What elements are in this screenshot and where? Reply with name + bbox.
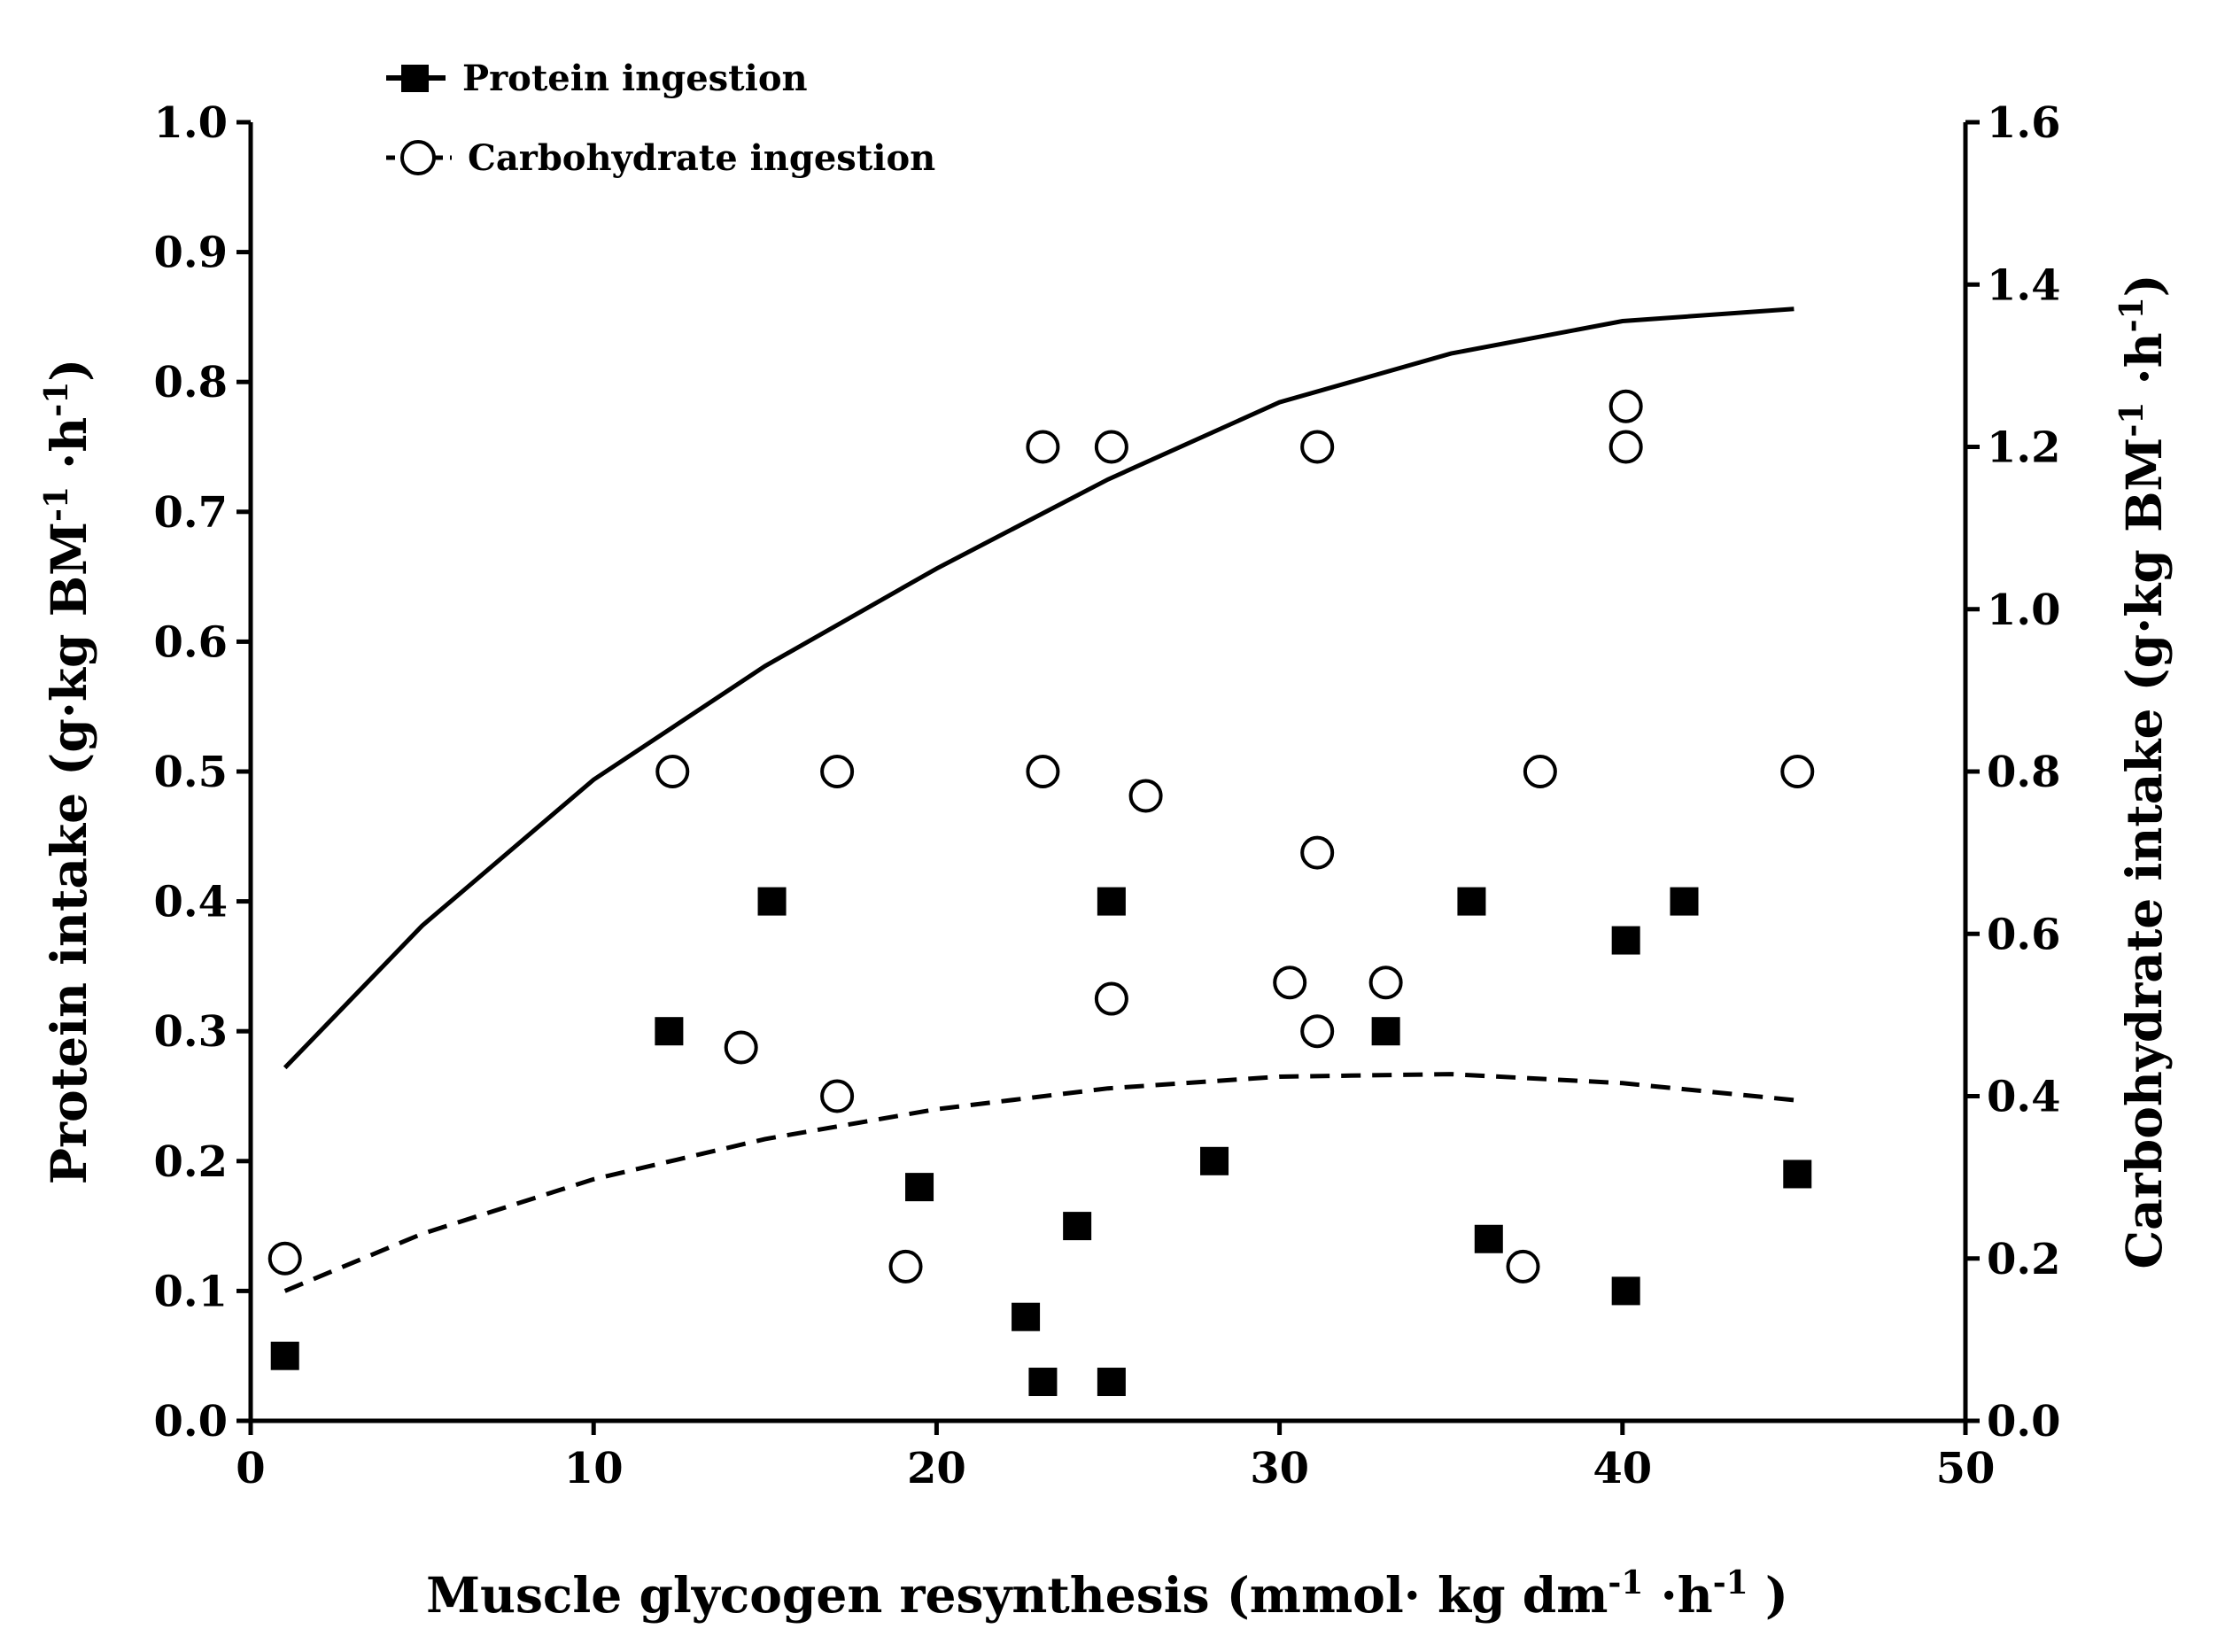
carbohydrate-point-11 <box>1273 966 1307 1000</box>
x-axis-title: Muscle glycogen resynthesis (mmol· kg dm… <box>426 1564 1788 1624</box>
x-tick-label-0: 0 <box>236 1444 265 1493</box>
right-y-tick-label-7: 1.4 <box>1987 260 2061 310</box>
carbohydrate-fit-line <box>283 306 1795 1070</box>
left-y-tick-label-8: 0.8 <box>153 358 228 407</box>
x-axis-title-main: Muscle glycogen resynthesis (mmol· kg dm <box>426 1566 1608 1624</box>
right-y-tick-label-3: 0.6 <box>1987 910 2061 959</box>
legend-carb-marker <box>400 140 436 175</box>
right-y-tick-label-0: 0.0 <box>1987 1397 2061 1446</box>
protein-point-13 <box>1611 926 1640 955</box>
protein-point-3 <box>905 1173 934 1202</box>
fit-lines <box>283 306 1795 1293</box>
carbohydrate-point-20 <box>1780 755 1815 788</box>
x-axis-title-mid: ·h <box>1643 1566 1712 1624</box>
left-y-tick-label-3: 0.3 <box>153 1007 228 1057</box>
right-y-axis-title-mid: ·h <box>2115 332 2173 401</box>
protein-point-7 <box>1097 1368 1126 1397</box>
legend-protein-marker <box>401 65 429 92</box>
carbohydrate-point-4 <box>820 1079 855 1113</box>
right-y-axis-title-main: Carbohydrate intake (g·kg BM <box>2115 438 2173 1269</box>
x-tick-label-5: 50 <box>1936 1444 1996 1493</box>
legend-carb-label: Carbohydrate ingestion <box>468 137 935 179</box>
protein-point-10 <box>1371 1017 1400 1046</box>
left-y-tick-label-1: 0.1 <box>153 1267 228 1316</box>
left-y-tick-label-0: 0.0 <box>153 1397 228 1446</box>
carbohydrate-point-6 <box>1026 430 1060 464</box>
right-y-axis-title: Carbohydrate intake (g·kg BM-1 ·h-1) <box>2113 274 2173 1268</box>
protein-point-9 <box>1200 1146 1229 1175</box>
legend: Protein ingestion Carbohydrate ingestion <box>386 58 935 179</box>
protein-fit-line <box>283 1072 1795 1293</box>
carbohydrate-point-18 <box>1608 389 1643 423</box>
protein-point-1 <box>655 1017 684 1046</box>
x-tick-label-1: 10 <box>564 1444 624 1493</box>
protein-point-14 <box>1611 1276 1640 1306</box>
left-y-tick-label-9: 0.9 <box>153 229 228 278</box>
right-y-axis-title-sup1: -1 <box>2113 402 2151 438</box>
protein-point-11 <box>1457 887 1486 916</box>
left-y-tick-label-5: 0.5 <box>153 748 228 797</box>
left-y-axis-title-main: Protein intake (g·kg BM <box>40 522 97 1184</box>
right-y-tick-label-2: 0.4 <box>1987 1073 2061 1122</box>
carbohydrate-point-0 <box>267 1241 302 1276</box>
carbohydrate-point-14 <box>1300 1014 1335 1049</box>
carbohydrate-point-7 <box>1026 755 1060 788</box>
right-y-tick-label-6: 1.2 <box>1987 423 2061 473</box>
x-axis-title-sup1: -1 <box>1608 1564 1643 1602</box>
x-tick-label-3: 30 <box>1250 1444 1309 1493</box>
carbohydrate-point-12 <box>1300 430 1335 464</box>
carbohydrate-point-8 <box>1094 430 1128 464</box>
right-y-axis-title-sup2: -1 <box>2113 297 2151 332</box>
data-markers <box>267 389 1815 1397</box>
right-y-tick-label-1: 0.2 <box>1987 1235 2061 1284</box>
left-y-tick-label-2: 0.2 <box>153 1137 228 1187</box>
carbohydrate-point-13 <box>1300 835 1335 870</box>
carbohydrate-point-1 <box>655 755 690 788</box>
right-y-tick-label-8: 1.6 <box>1987 98 2061 148</box>
left-y-tick-label-4: 0.4 <box>153 878 228 927</box>
protein-point-6 <box>1063 1212 1092 1241</box>
protein-point-0 <box>270 1341 299 1370</box>
x-tick-label-2: 20 <box>907 1444 966 1493</box>
ticks: 0 10 20 30 40 500.00.10.20.30.40.50.60.70.80.… <box>153 98 2060 1493</box>
right-y-tick-label-4: 0.8 <box>1987 748 2061 797</box>
protein-point-2 <box>757 887 787 916</box>
left-y-tick-label-7: 0.7 <box>153 488 228 538</box>
left-y-axis-title-sup1: -1 <box>38 486 75 522</box>
left-y-axis-title-mid: ·h <box>40 417 97 486</box>
carbohydrate-point-19 <box>1608 430 1643 464</box>
carbohydrate-point-5 <box>888 1249 923 1284</box>
protein-point-4 <box>1012 1302 1041 1331</box>
left-y-axis-title-end: ) <box>40 359 97 382</box>
x-axis-title-end: ) <box>1748 1566 1788 1624</box>
carbohydrate-point-10 <box>1128 779 1163 813</box>
protein-point-12 <box>1474 1224 1503 1253</box>
x-tick-label-4: 40 <box>1593 1444 1652 1493</box>
left-y-tick-label-10: 1.0 <box>153 98 228 148</box>
right-y-axis-title-end: ) <box>2115 274 2173 297</box>
legend-protein-label: Protein ingestion <box>462 58 808 99</box>
left-y-axis-title-sup2: -1 <box>38 382 75 417</box>
protein-point-16 <box>1783 1160 1812 1189</box>
carbohydrate-point-15 <box>1368 966 1403 1000</box>
carbohydrate-point-3 <box>820 755 855 788</box>
protein-point-8 <box>1097 887 1126 916</box>
carbohydrate-point-17 <box>1523 755 1557 788</box>
carbohydrate-point-16 <box>1506 1249 1540 1284</box>
protein-point-15 <box>1670 887 1699 916</box>
x-axis-title-sup2: -1 <box>1713 1564 1748 1602</box>
carbohydrate-point-2 <box>724 1030 758 1065</box>
carbohydrate-point-9 <box>1094 981 1128 1016</box>
right-y-tick-label-5: 1.0 <box>1987 586 2061 635</box>
protein-point-5 <box>1028 1368 1058 1397</box>
left-y-axis-title: Protein intake (g·kg BM-1 ·h-1) <box>38 359 97 1185</box>
left-y-tick-label-6: 0.6 <box>153 617 228 667</box>
